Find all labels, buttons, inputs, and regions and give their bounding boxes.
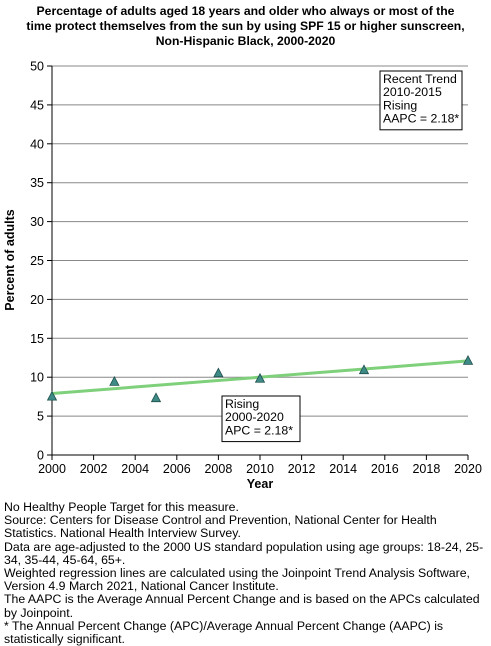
x-tick-label: 2004 [121,462,149,476]
x-tick-label: 2020 [454,462,482,476]
annotation-text: Rising [383,98,417,112]
y-tick-label: 25 [30,254,44,268]
footnote: * The Annual Percent Change (APC)/Averag… [4,618,444,646]
chart: 0 5 10 15 20 25 30 35 40 45 50 2000 2002 2004 2006 2008… [3,60,482,492]
x-tick-label: 2016 [371,462,399,476]
y-tick-label: 40 [30,137,44,151]
footnote: Data are age-adjusted to the 2000 US sta… [4,539,484,567]
annotation-text: Recent Trend [383,72,457,86]
data-point [150,392,162,403]
data-point [46,390,58,401]
data-points [46,355,474,403]
x-tick-label: 2018 [412,462,440,476]
annotation-box [379,70,463,131]
annotation-text: Rising [225,397,259,411]
footnotes: No Healthy People Target for this measur… [4,500,490,646]
y-tick-label: 5 [37,410,44,424]
y-tick-label: 35 [30,176,44,190]
y-tick-label: 45 [30,98,44,112]
annotation-text: 2010-2015 [383,85,442,99]
y-tick-label: 50 [30,60,44,74]
x-axis-label: Year [247,477,274,491]
footnote: Source: Centers for Disease Control and … [4,513,437,541]
chart-title: Percentage of adults aged 18 years and o… [0,4,491,49]
footnote: No Healthy People Target for this measur… [4,500,239,514]
x-tick-label: 2006 [163,462,191,476]
footnote: Weighted regression lines are calculated… [4,566,470,594]
annotation-text: AAPC = 2.18* [383,112,459,126]
data-point [462,355,474,365]
x-tick-label: 2012 [288,462,316,476]
annotation-text: 2000-2020 [225,410,284,424]
chart-title-line: time protect themselves from the sun by … [26,19,465,33]
annotation-text: APC = 2.18* [225,423,293,437]
data-point [254,372,266,383]
y-tick-label: 10 [30,371,44,385]
y-tick-label: 15 [30,332,44,346]
x-tick-label: 2010 [246,462,274,476]
annotation-box [221,395,301,443]
chart-title-line: Non-Hispanic Black, 2000-2020 [155,34,336,48]
data-point [358,364,370,375]
x-tick-label: 2002 [80,462,108,476]
chart-title-line: Percentage of adults aged 18 years and o… [36,4,455,18]
y-tick-label: 20 [30,293,44,307]
x-tick-label: 2014 [329,462,357,476]
x-tick-label: 2000 [38,462,66,476]
y-tick-label: 0 [37,449,44,463]
x-tick-label: 2008 [204,462,232,476]
footnote: The AAPC is the Average Annual Percent C… [4,592,480,620]
axes: 0 5 10 15 20 25 30 35 40 45 50 2000 2002 2004 2006 2008… [30,60,482,477]
y-tick-label: 30 [30,215,44,229]
data-point [109,376,120,386]
data-point [213,367,224,378]
y-axis-label: Percent of adults [3,209,17,310]
